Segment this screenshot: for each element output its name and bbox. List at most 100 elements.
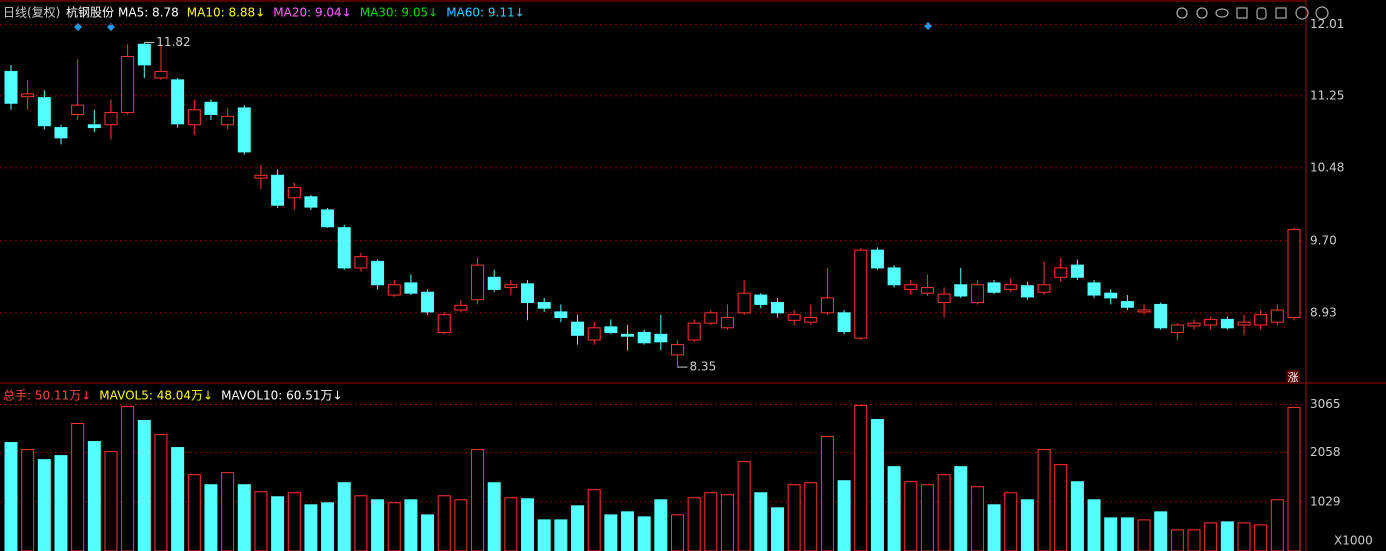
candle-body <box>621 333 635 337</box>
volume-bar <box>1137 519 1151 551</box>
candle-body <box>654 333 668 343</box>
volume-bar <box>554 519 568 551</box>
volume-bar <box>1154 511 1168 551</box>
candle-body <box>854 249 868 339</box>
volume-bar <box>1004 492 1018 551</box>
settings-icon[interactable] <box>1176 7 1188 19</box>
zoom-out-icon[interactable] <box>1315 6 1329 20</box>
volume-bar <box>670 514 684 551</box>
volume-bar <box>321 502 335 551</box>
zoom-in-icon[interactable] <box>1295 6 1309 20</box>
volume-bar <box>887 466 901 551</box>
volume-bar <box>1170 529 1184 551</box>
candle-body <box>54 127 68 139</box>
candle-body <box>837 312 851 333</box>
volume-bar <box>537 519 551 551</box>
candle-body <box>870 249 884 269</box>
candle-body <box>4 70 18 104</box>
volume-bar <box>187 474 201 551</box>
legend-entry: MA30: 9.05↓ <box>360 6 438 20</box>
candle-body <box>271 174 285 206</box>
volume-bar <box>937 474 951 551</box>
rotate-icon[interactable] <box>1196 7 1208 19</box>
view-icon[interactable] <box>1215 8 1229 18</box>
candle-body <box>1154 303 1168 329</box>
candle-body <box>1020 285 1034 298</box>
volume-bar <box>1104 517 1118 551</box>
volume-bar <box>954 466 968 551</box>
annotation: 11.82 <box>156 35 190 49</box>
volume-bar <box>754 492 768 551</box>
candle-body <box>254 174 268 179</box>
candle-body <box>904 284 918 290</box>
annotation: 8.35 <box>689 360 716 374</box>
legend-entry: MA5: 8.78 <box>118 6 179 20</box>
volume-bar <box>1020 499 1034 551</box>
volume-bar <box>154 434 168 551</box>
volume-bar <box>621 511 635 551</box>
volume-bar <box>121 405 135 551</box>
legend-entry: MAVOL5: 48.04万↓ <box>99 389 213 403</box>
legend-entry: MA60: 9.11↓ <box>446 6 524 20</box>
volume-bar <box>371 499 385 551</box>
candle-body <box>1270 309 1284 323</box>
volume-bar <box>920 484 934 551</box>
volume-bar <box>54 455 68 551</box>
volume-bar <box>171 447 185 551</box>
candle-body <box>720 317 734 329</box>
candle-body <box>887 267 901 286</box>
candle-body <box>1204 318 1218 326</box>
candle-body <box>371 260 385 286</box>
candle-body <box>437 314 451 333</box>
candle-body <box>1220 318 1234 329</box>
volume-bar <box>571 505 585 551</box>
store-icon[interactable] <box>1236 7 1248 19</box>
candle-body <box>504 284 518 289</box>
volume-bar <box>4 442 18 551</box>
candle-body <box>37 97 51 127</box>
candle-body <box>1137 309 1151 313</box>
volume-bar <box>204 484 218 551</box>
candle-body <box>604 326 618 333</box>
y-tick-label: 3065 <box>1310 397 1341 411</box>
volume-bar <box>1070 481 1084 551</box>
candle-body <box>920 287 934 294</box>
candle-body <box>521 283 535 304</box>
candle-body <box>637 331 651 344</box>
ma-legend: MA5: 8.78 MA10: 8.88↓ MA20: 9.04↓ MA30: 9.0… <box>118 6 525 20</box>
volume-bar <box>804 482 818 551</box>
volume-bar <box>421 514 435 551</box>
candle-body <box>21 93 35 98</box>
volume-bar <box>104 451 118 551</box>
badge-bg <box>1286 370 1300 384</box>
volume-bar <box>1254 524 1268 551</box>
volume-bar <box>404 499 418 551</box>
volume-bar <box>437 495 451 551</box>
volume-bar <box>1204 522 1218 551</box>
volume-bar <box>737 461 751 551</box>
volume-bar <box>870 418 884 551</box>
volume-bar <box>1054 464 1068 551</box>
legend-entry: 总手: 50.11万↓ <box>3 389 91 403</box>
toolbar <box>1176 6 1329 20</box>
candle-body <box>587 327 601 341</box>
hand-icon[interactable] <box>1256 7 1267 20</box>
candle-body <box>937 293 951 304</box>
candle-body <box>987 282 1001 293</box>
candle-body <box>537 302 551 309</box>
candle-body <box>1187 322 1201 327</box>
candle-body <box>970 284 984 304</box>
volume-bar <box>354 495 368 551</box>
period-label: 日线(复权) <box>3 6 60 20</box>
candle-body <box>171 79 185 125</box>
grid-icon[interactable] <box>1275 7 1287 19</box>
volume-bar <box>287 492 301 551</box>
volume-bar <box>87 441 101 551</box>
volume-legend: 总手: 50.11万↓ MAVOL5: 48.04万↓ MAVOL10: 60.51… <box>3 389 343 403</box>
volume-bar <box>254 491 268 551</box>
candle-body <box>204 101 218 115</box>
candle-body <box>704 312 718 324</box>
